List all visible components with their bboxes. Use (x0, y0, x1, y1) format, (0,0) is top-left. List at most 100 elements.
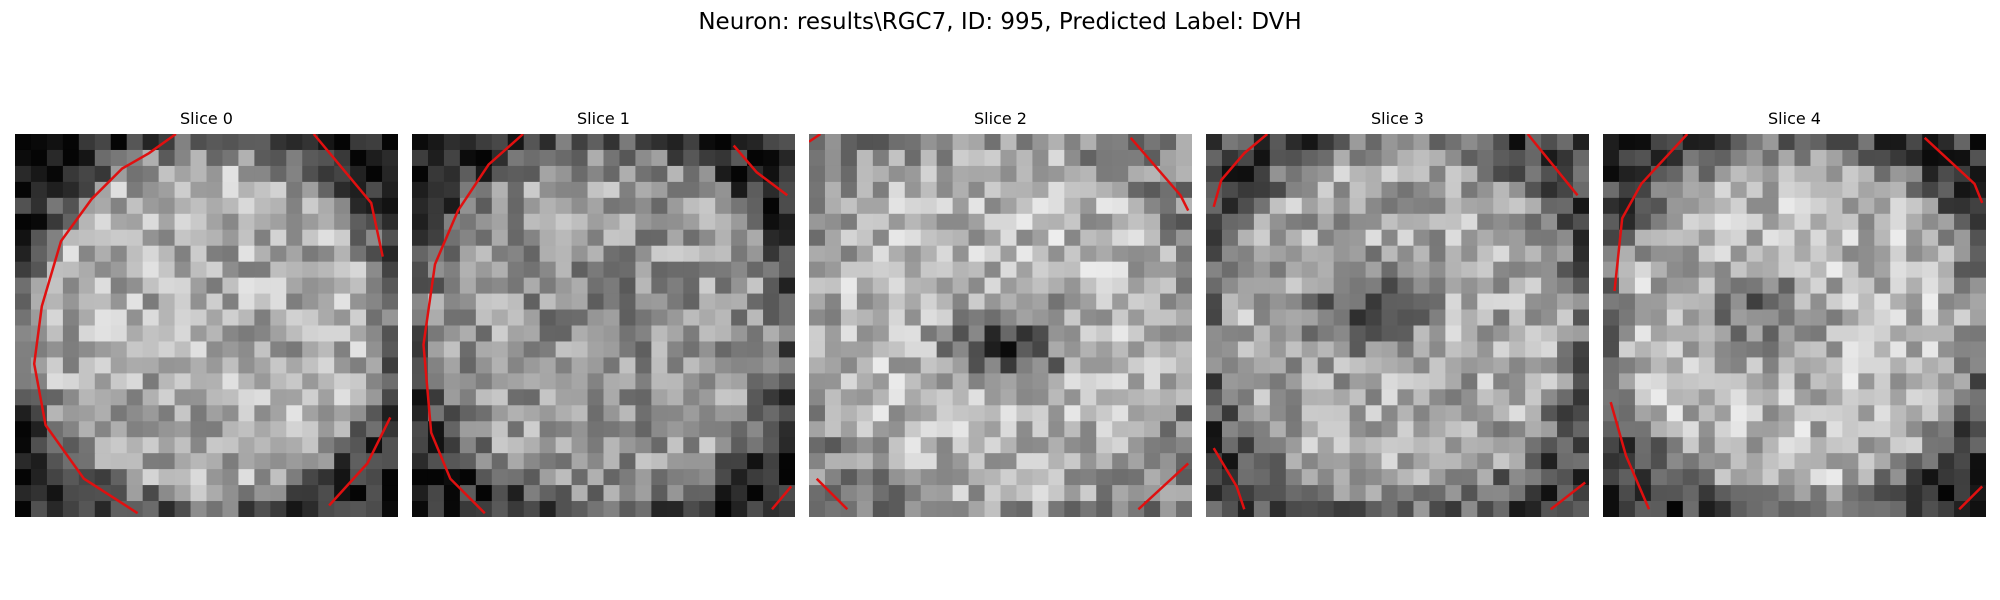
pixel-cell (1557, 341, 1574, 359)
pixel-cell (174, 389, 192, 406)
pixel-cell (1762, 229, 1780, 247)
pixel-cell (1650, 229, 1668, 247)
pixel-cell (968, 245, 986, 263)
pixel-cell (491, 277, 509, 295)
pixel-cell (635, 389, 652, 406)
pixel-cell (126, 389, 144, 406)
pixel-cell (1573, 389, 1589, 406)
pixel-cell (888, 325, 906, 343)
pixel-cell (555, 421, 573, 438)
pixel-cell (507, 341, 525, 359)
pixel-cell (1365, 165, 1383, 183)
pixel-cell (222, 134, 240, 151)
pixel-cell (1096, 149, 1113, 167)
pixel-cell (699, 149, 716, 167)
pixel-cell (920, 261, 938, 279)
pixel-cell (1746, 437, 1764, 454)
pixel-cell (15, 197, 32, 215)
pixel-cell (1922, 389, 1939, 406)
pixel-cell (667, 453, 684, 470)
pixel-cell (366, 421, 383, 438)
pixel-cell (222, 309, 240, 327)
pixel-cell (350, 293, 367, 311)
pixel-cell (507, 229, 525, 247)
pixel-cell (1048, 245, 1065, 263)
pixel-cell (809, 149, 826, 167)
pixel-cell (1381, 261, 1399, 279)
pixel-cell (318, 373, 335, 390)
pixel-cell (158, 165, 176, 183)
pixel-cell (1016, 245, 1034, 263)
contour-line (815, 477, 849, 511)
pixel-cell (747, 389, 764, 406)
pixel-cell (491, 405, 509, 422)
pixel-cell (1730, 293, 1748, 311)
pixel-cell (1096, 501, 1113, 517)
pixel-cell (1698, 293, 1716, 311)
pixel-cell (1778, 453, 1796, 470)
pixel-cell (1842, 181, 1859, 199)
pixel-cell (1429, 165, 1446, 183)
pixel-cell (270, 277, 287, 295)
pixel-cell (1970, 501, 1986, 517)
pixel-cell (856, 357, 874, 374)
pixel-cell (158, 309, 176, 327)
pixel-cell (286, 197, 303, 215)
pixel-cell (1890, 181, 1907, 199)
pixel-cell (1269, 309, 1287, 327)
pixel-cell (1048, 485, 1065, 502)
pixel-cell (984, 501, 1002, 517)
pixel-cell (302, 405, 319, 422)
pixel-cell (779, 405, 795, 422)
pixel-cell (1509, 309, 1526, 327)
pixel-cell (1253, 213, 1271, 231)
pixel-cell (412, 485, 429, 502)
pixel-cell (1048, 421, 1065, 438)
pixel-cell (126, 373, 144, 390)
pixel-cell (286, 485, 303, 502)
pixel-cell (350, 501, 367, 517)
pixel-cell (1826, 501, 1843, 517)
pixel-cell (190, 405, 208, 422)
pixel-cell (1445, 197, 1462, 215)
pixel-cell (952, 149, 970, 167)
pixel-cell (1682, 405, 1700, 422)
pixel-cell (1285, 165, 1303, 183)
pixel-cell (619, 501, 637, 517)
pixel-cell (1237, 134, 1255, 151)
pixel-cell (78, 229, 96, 247)
pixel-cell (888, 277, 906, 295)
pixel-cell (427, 389, 445, 406)
pixel-cell (1922, 277, 1939, 295)
pixel-cell (555, 485, 573, 502)
pixel-cell (984, 213, 1002, 231)
pixel-cell (412, 213, 429, 231)
pixel-cell (667, 245, 684, 263)
pixel-cell (635, 325, 652, 343)
pixel-cell (142, 325, 160, 343)
pixel-cell (651, 437, 668, 454)
pixel-cell (683, 389, 700, 406)
pixel-cell (555, 293, 573, 311)
pixel-cell (683, 277, 700, 295)
pixel-cell (1810, 181, 1828, 199)
pixel-cell (94, 309, 112, 327)
pixel-cell (683, 357, 700, 374)
pixel-cell (1381, 165, 1399, 183)
pixel-cell (1269, 229, 1287, 247)
pixel-cell (1381, 293, 1399, 311)
pixel-cell (1461, 469, 1478, 486)
pixel-cell (1525, 197, 1542, 215)
pixel-cell (1317, 501, 1335, 517)
pixel-cell (1064, 325, 1081, 343)
pixel-cell (206, 197, 224, 215)
pixel-cell (459, 261, 477, 279)
pixel-cell (1874, 405, 1891, 422)
pixel-cell (110, 197, 128, 215)
pixel-cell (1285, 453, 1303, 470)
pixel-cell (318, 325, 335, 343)
pixel-cell (1413, 197, 1431, 215)
pixel-cell (539, 405, 557, 422)
pixel-cell (1858, 389, 1875, 406)
pixel-cell (238, 437, 255, 454)
